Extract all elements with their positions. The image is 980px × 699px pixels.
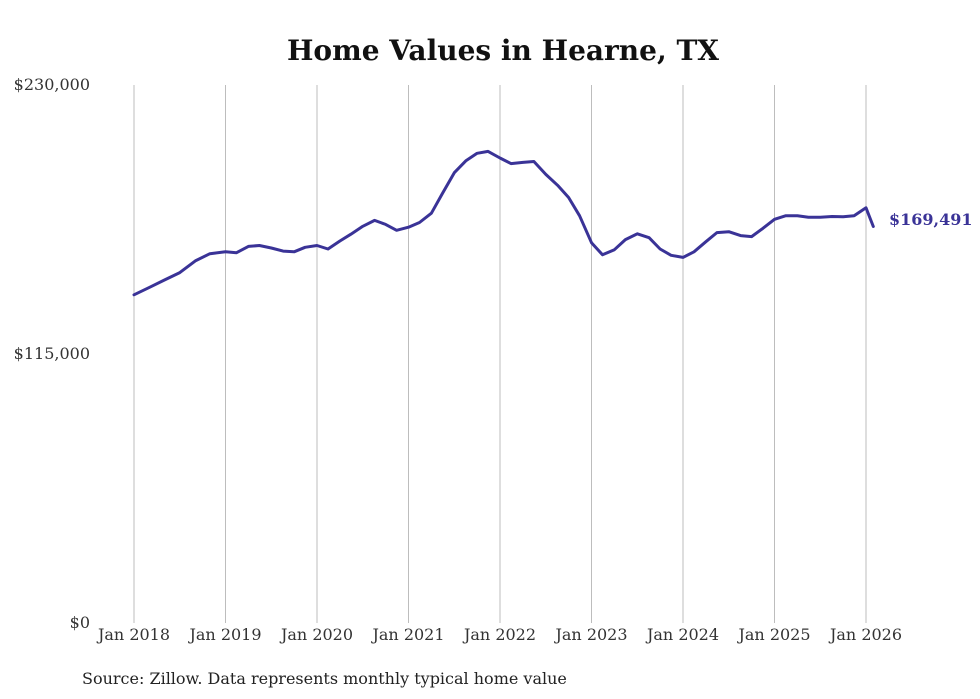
x-tick-label: Jan 2025 — [736, 625, 810, 644]
y-tick-label: $0 — [70, 613, 90, 632]
x-tick-label: Jan 2021 — [370, 625, 444, 644]
x-tick-label: Jan 2022 — [462, 625, 536, 644]
x-tick-label: Jan 2026 — [828, 625, 902, 644]
end-value-label: $169,491 — [889, 210, 973, 229]
grid-lines — [133, 85, 867, 623]
x-tick-label: Jan 2020 — [279, 625, 353, 644]
chart-title: Home Values in Hearne, TX — [287, 34, 719, 67]
y-tick-label: $230,000 — [14, 75, 90, 94]
x-tick-label: Jan 2019 — [187, 625, 261, 644]
y-tick-label: $115,000 — [14, 344, 90, 363]
x-tick-label: Jan 2018 — [96, 625, 170, 644]
y-axis: $230,000 $115,000 $0 — [14, 75, 90, 632]
x-axis: Jan 2018 Jan 2019 Jan 2020 Jan 2021 Jan 2022… — [96, 625, 902, 644]
source-note: Source: Zillow. Data represents monthly … — [82, 669, 567, 688]
x-tick-label: Jan 2023 — [553, 625, 627, 644]
x-tick-label: Jan 2024 — [645, 625, 719, 644]
series-layer — [132, 149, 875, 297]
series-line — [132, 149, 875, 297]
